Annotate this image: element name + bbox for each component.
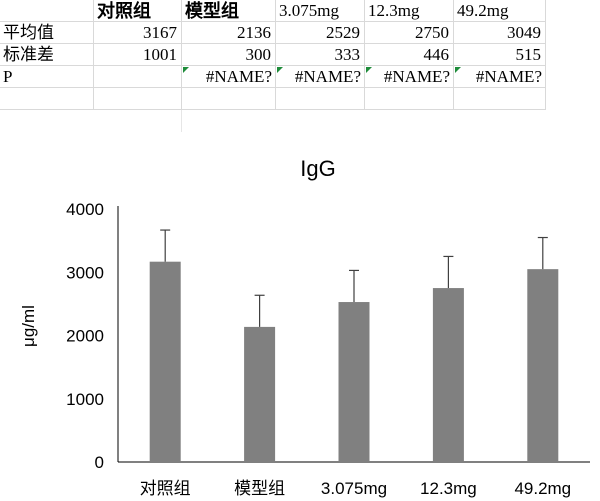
error-bars	[160, 229, 548, 327]
mean-cell-control[interactable]: 3167	[94, 22, 182, 44]
empty-cell[interactable]	[454, 88, 546, 110]
error-flag-icon	[183, 67, 189, 73]
chart-title: IgG	[300, 156, 335, 181]
header-cell-dose-low[interactable]: 3.075mg	[276, 0, 365, 22]
p-value-dose-mid: #NAME?	[383, 67, 450, 86]
p-cell-dose-low[interactable]: #NAME?	[276, 66, 365, 88]
bar	[244, 326, 276, 462]
header-cell-model[interactable]: 模型组	[182, 0, 276, 22]
y-axis-label: μg/ml	[19, 305, 38, 347]
bar	[338, 302, 370, 462]
y-tick-label: 2000	[66, 327, 104, 346]
empty-cell[interactable]	[182, 88, 276, 110]
spreadsheet: 对照组 模型组 3.075mg 12.3mg 49.2mg 平均值 3167 2…	[0, 0, 600, 132]
x-tick-label: 12.3mg	[420, 479, 477, 498]
mean-cell-dose-mid[interactable]: 2750	[365, 22, 454, 44]
sd-cell-dose-low[interactable]: 333	[276, 44, 365, 66]
empty-cell[interactable]	[365, 88, 454, 110]
bar-chart: IgG μg/ml 0 1000 2000 3000 4000 对照组 模型组 3.075m…	[0, 140, 600, 501]
empty-cell[interactable]	[94, 88, 182, 110]
p-cell-dose-mid[interactable]: #NAME?	[365, 66, 454, 88]
sd-cell-model[interactable]: 300	[182, 44, 276, 66]
x-tick-label: 3.075mg	[321, 479, 387, 498]
y-tick-labels: 0 1000 2000 3000 4000	[66, 200, 104, 472]
y-tick-label: 3000	[66, 263, 104, 282]
x-tick-label: 对照组	[140, 479, 191, 498]
header-cell-control[interactable]: 对照组	[94, 0, 182, 22]
bar	[432, 288, 464, 462]
y-tick-label: 1000	[66, 390, 104, 409]
p-value-dose-high: #NAME?	[475, 67, 542, 86]
bar	[527, 269, 559, 462]
bar	[149, 261, 181, 462]
sd-cell-control[interactable]: 1001	[94, 44, 182, 66]
error-flag-icon	[277, 67, 283, 73]
row-label-mean[interactable]: 平均值	[0, 22, 94, 44]
header-corner-cell[interactable]	[0, 0, 94, 22]
p-value-dose-low: #NAME?	[294, 67, 361, 86]
mean-cell-model[interactable]: 2136	[182, 22, 276, 44]
mean-cell-dose-high[interactable]: 3049	[454, 22, 546, 44]
x-tick-labels: 对照组 模型组 3.075mg 12.3mg 49.2mg	[140, 479, 571, 498]
empty-cell[interactable]	[276, 88, 365, 110]
grid-gap	[94, 110, 182, 132]
error-flag-icon	[455, 67, 461, 73]
row-label-p[interactable]: P	[0, 66, 94, 88]
row-label-sd[interactable]: 标准差	[0, 44, 94, 66]
x-tick-label: 模型组	[234, 479, 285, 498]
bars	[149, 261, 559, 462]
p-cell-model[interactable]: #NAME?	[182, 66, 276, 88]
p-value-model: #NAME?	[205, 67, 272, 86]
sd-cell-dose-mid[interactable]: 446	[365, 44, 454, 66]
mean-cell-dose-low[interactable]: 2529	[276, 22, 365, 44]
error-flag-icon	[366, 67, 372, 73]
empty-cell[interactable]	[0, 88, 94, 110]
header-cell-dose-high[interactable]: 49.2mg	[454, 0, 546, 22]
y-tick-label: 0	[95, 453, 104, 472]
header-cell-dose-mid[interactable]: 12.3mg	[365, 0, 454, 22]
x-tick-label: 49.2mg	[514, 479, 571, 498]
y-tick-label: 4000	[66, 200, 104, 219]
sd-cell-dose-high[interactable]: 515	[454, 44, 546, 66]
chart-svg: IgG μg/ml 0 1000 2000 3000 4000 对照组 模型组 3.075m…	[19, 156, 590, 498]
p-cell-control[interactable]	[94, 66, 182, 88]
p-cell-dose-high[interactable]: #NAME?	[454, 66, 546, 88]
